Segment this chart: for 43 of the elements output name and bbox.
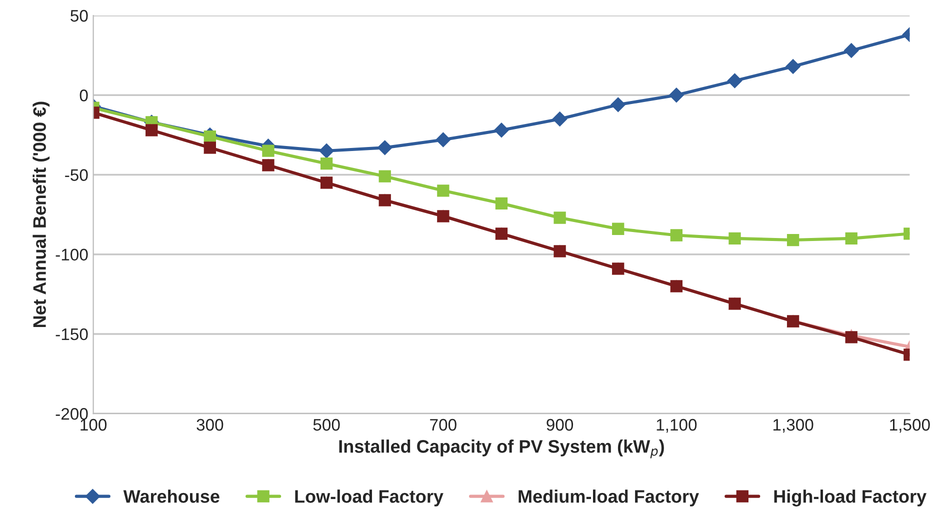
y-tick-label: 50 — [70, 10, 88, 22]
y-tick-label: -100 — [56, 248, 88, 261]
y-tick-label: -200 — [56, 408, 88, 420]
point — [320, 158, 333, 170]
legend-label: High-load Factory — [774, 490, 926, 506]
point — [786, 234, 800, 246]
x-tick-label: 100 — [80, 418, 107, 431]
y-axis-title: Net Annual Benefit ('000 €) — [32, 102, 50, 328]
point — [436, 132, 451, 148]
point — [845, 232, 858, 245]
x-tick-label: 500 — [313, 418, 340, 431]
x-tick-label: 1,100 — [656, 418, 697, 433]
point — [670, 229, 682, 242]
legend-label: Warehouse — [123, 490, 220, 503]
point — [844, 43, 859, 58]
point — [845, 331, 858, 344]
point — [377, 140, 392, 156]
point — [554, 212, 566, 224]
point — [262, 144, 274, 157]
point — [494, 122, 509, 138]
point — [552, 112, 568, 126]
point — [612, 222, 624, 235]
point — [437, 184, 450, 197]
y-tick-label: 0 — [80, 90, 88, 102]
point — [669, 88, 684, 103]
legend-label: Medium-load Factory — [518, 490, 699, 506]
x-tick-label: 700 — [430, 418, 456, 431]
y-tick-label: -150 — [56, 328, 88, 340]
point — [495, 197, 508, 210]
point — [610, 97, 626, 112]
x-axis-title: Installed Capacity of PV System (kW$_{p}$) — [339, 440, 664, 458]
point — [728, 232, 741, 245]
point — [319, 143, 334, 158]
y-tick-label: -50 — [65, 169, 88, 181]
x-tick-label: 300 — [196, 418, 224, 431]
x-tick-label: 1,300 — [773, 418, 814, 433]
legend-label: Low-load Factory — [295, 490, 444, 506]
point — [204, 130, 216, 143]
point — [786, 59, 800, 74]
point — [378, 170, 391, 182]
point — [727, 73, 742, 88]
x-tick-label: 1,500 — [890, 418, 930, 433]
x-tick-label: 900 — [546, 418, 574, 431]
